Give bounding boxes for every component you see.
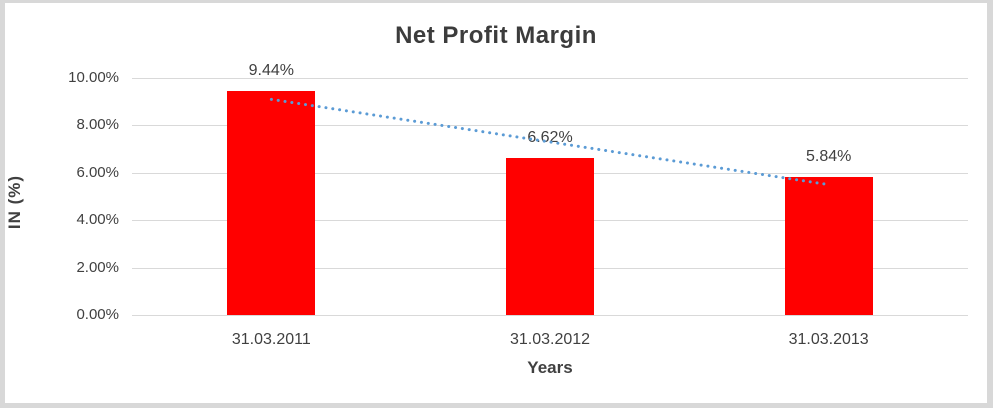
bar xyxy=(784,176,873,315)
x-tick-label: 31.03.2012 xyxy=(509,331,591,348)
gridline xyxy=(132,315,968,316)
x-axis-tick-labels: 31.03.2011 31.03.2012 31.03.2013 xyxy=(132,331,968,351)
x-tick-label: 31.03.2011 xyxy=(231,331,311,348)
x-axis-title: Years xyxy=(527,358,573,377)
plot-area: 9.44% 6.62% 5.84% xyxy=(132,62,968,316)
chart-area: Net Profit Margin IN (%) 0.00% 2.00% 4.00%… xyxy=(5,3,987,403)
x-tick-label: 31.03.2013 xyxy=(788,331,869,348)
y-axis-tick-labels: 0.00% 2.00% 4.00% 6.00% 8.00% 10.00% xyxy=(5,70,119,323)
bar-data-label: 9.44% xyxy=(248,62,295,80)
y-tick-label: 4.00% xyxy=(76,211,119,229)
gridline xyxy=(132,78,968,79)
y-tick-label: 0.00% xyxy=(76,306,119,323)
y-tick-label: 8.00% xyxy=(76,116,119,134)
bar-data-label: 6.62% xyxy=(527,129,573,147)
bar xyxy=(227,91,316,315)
y-tick-label: 10.00% xyxy=(68,69,119,86)
bar xyxy=(506,158,594,315)
y-tick-label: 2.00% xyxy=(76,258,119,276)
bar-data-label: 5.84% xyxy=(805,147,852,165)
y-tick-label: 6.00% xyxy=(76,163,119,181)
chart-title: Net Profit Margin xyxy=(395,22,597,49)
